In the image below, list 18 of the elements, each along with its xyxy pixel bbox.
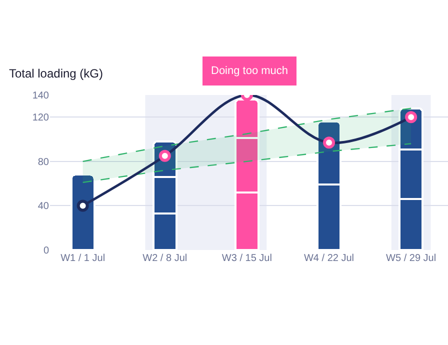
y-tick-label: 0	[43, 246, 50, 256]
bar	[70, 174, 96, 250]
line-series	[82, 108, 412, 162]
x-tick-label: W1 / 1 Jul	[60, 253, 106, 264]
text: Doing too much	[211, 65, 288, 77]
y-tick-label: 40	[38, 201, 50, 212]
point	[323, 136, 336, 149]
x-tick-label: W2 / 8 Jul	[142, 253, 188, 264]
point	[405, 111, 418, 124]
x-tick-label: W4 / 22 Jul	[304, 253, 354, 264]
y-tick-label: 80	[38, 156, 50, 168]
x-tick-label: W5 / 29 Jul	[386, 253, 436, 264]
x-tick-label: W3 / 15 Jul	[222, 253, 272, 264]
y-tick-label: 140	[32, 90, 50, 102]
line-series	[82, 143, 412, 184]
y-tick-label: 120	[32, 112, 50, 124]
point	[76, 200, 89, 212]
chart-title: Total loading (kG)	[8, 66, 104, 80]
